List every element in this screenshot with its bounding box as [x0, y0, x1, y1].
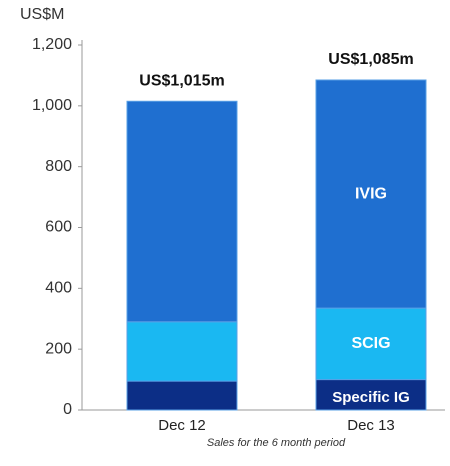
y-axis-unit: US$M [20, 6, 64, 23]
footnote: Sales for the 6 month period [207, 437, 346, 449]
y-tick-label: 1,200 [32, 36, 72, 53]
segment-label: IVIG [355, 185, 387, 202]
x-tick-label: Dec 13 [347, 417, 395, 434]
bar-segment [315, 307, 427, 381]
total-label: US$1,015m [139, 72, 224, 89]
y-tick-label: 800 [45, 158, 72, 175]
x-tick-label: Dec 12 [158, 417, 206, 434]
y-tick-label: 0 [63, 401, 72, 418]
bar-segment [126, 100, 238, 323]
y-tick-label: 600 [45, 219, 72, 236]
bar-segment [126, 321, 238, 382]
bar-segment [315, 79, 427, 309]
y-tick-label: 200 [45, 340, 72, 357]
segment-label: SCIG [351, 335, 390, 352]
segment-label: Specific IG [332, 389, 410, 406]
bar-segment [315, 379, 427, 411]
bar-segment [126, 380, 238, 411]
total-label: US$1,085m [328, 51, 413, 68]
y-tick-label: 400 [45, 280, 72, 297]
y-tick-label: 1,000 [32, 97, 72, 114]
